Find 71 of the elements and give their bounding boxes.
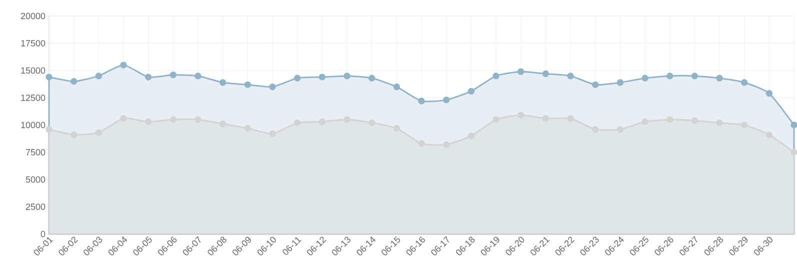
point (616, 126, 624, 133)
point (120, 115, 127, 122)
point (517, 68, 524, 75)
point (46, 126, 52, 133)
point (418, 98, 425, 104)
point (468, 132, 475, 140)
point (691, 72, 698, 80)
point (542, 70, 550, 78)
point (740, 122, 748, 128)
point (95, 129, 102, 136)
point (517, 112, 524, 119)
point (766, 90, 773, 97)
point (95, 72, 102, 80)
y-tick-label: 10000 (21, 122, 46, 128)
point (219, 79, 226, 86)
y-tick-label: 15000 (21, 67, 46, 74)
y-tick-label: 0 (40, 230, 46, 238)
y-tick-label: 12500 (21, 94, 46, 101)
point (592, 81, 599, 88)
point (269, 84, 276, 90)
point (492, 116, 500, 123)
point (170, 72, 177, 78)
point (294, 119, 301, 126)
point (592, 126, 599, 133)
point (642, 74, 648, 82)
point (740, 79, 748, 86)
point (442, 96, 450, 104)
point (666, 72, 674, 80)
point (716, 74, 723, 82)
point (344, 72, 350, 80)
point (393, 124, 400, 132)
point (144, 74, 152, 80)
point (120, 62, 127, 68)
point (368, 119, 376, 126)
point (368, 74, 376, 82)
point (70, 131, 78, 138)
point (790, 148, 797, 156)
point (46, 74, 52, 80)
point (468, 88, 475, 95)
point (766, 131, 773, 138)
point (194, 72, 202, 80)
point (144, 118, 152, 126)
point (616, 79, 624, 86)
point (442, 141, 450, 148)
point (318, 74, 326, 80)
point (666, 116, 674, 123)
point (170, 116, 177, 123)
point (567, 72, 574, 80)
y-tick-label: 5000 (26, 176, 46, 183)
point (691, 117, 698, 124)
point (790, 122, 797, 128)
point (492, 72, 500, 80)
y-tick-label: 20000 (21, 12, 46, 20)
point (642, 118, 648, 126)
point (542, 115, 550, 122)
point (318, 118, 326, 126)
y-tick-label: 7500 (26, 149, 46, 156)
point (418, 140, 425, 147)
point (269, 130, 276, 138)
point (219, 120, 226, 128)
point (716, 119, 723, 126)
point (244, 124, 252, 132)
point (294, 74, 301, 82)
point (194, 116, 202, 123)
y-tick-label: 17500 (21, 40, 46, 46)
point (70, 78, 78, 85)
point (244, 81, 252, 88)
point (567, 115, 574, 122)
point (393, 84, 400, 90)
point (344, 116, 350, 123)
y-tick-label: 2500 (26, 204, 46, 210)
